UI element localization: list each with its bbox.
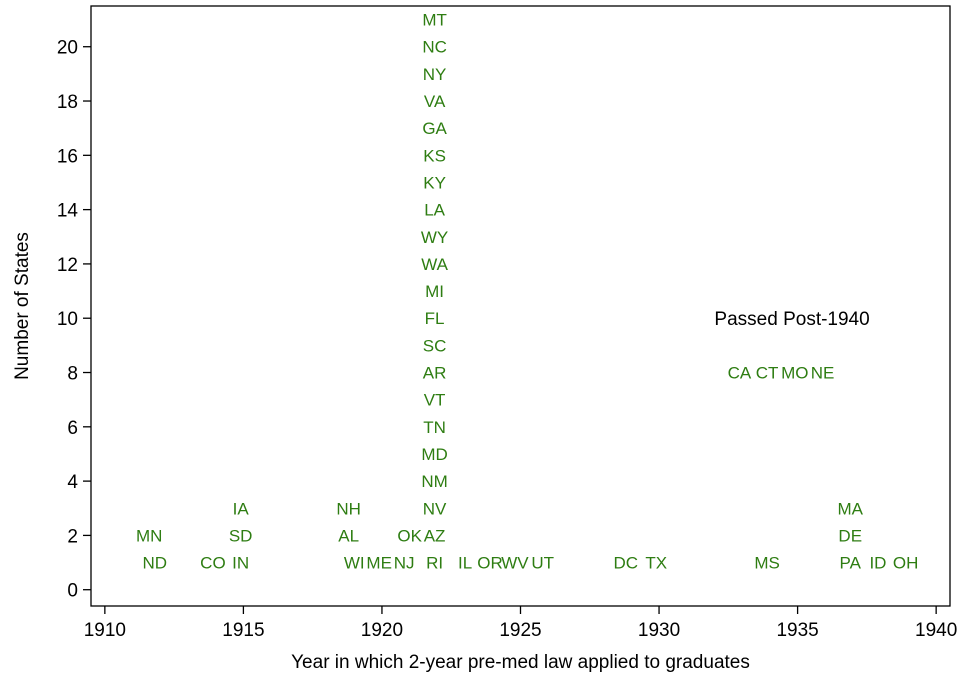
state-label-ca: CA (728, 364, 752, 383)
state-label-wv: WV (501, 554, 529, 573)
state-label-nd: ND (142, 554, 167, 573)
x-axis-title: Year in which 2-year pre-med law applied… (291, 652, 750, 673)
state-label-mo: MO (781, 364, 808, 383)
x-tick-label: 1910 (84, 620, 126, 641)
y-tick-label: 8 (67, 364, 78, 385)
x-tick-label: 1915 (222, 620, 264, 641)
y-tick-label: 2 (67, 526, 78, 547)
annotation-passed-post-1940: Passed Post-1940 (714, 309, 869, 330)
y-tick-label: 14 (57, 201, 79, 222)
axes: 1910 1915 1920 1925 1930 1935 1940 0 2 4 6 8 10 12 14 1… (57, 38, 957, 641)
state-label-ia: IA (233, 499, 250, 518)
y-tick-label: 16 (57, 146, 78, 167)
state-label-ks: KS (423, 146, 446, 165)
state-label-ct: CT (756, 364, 779, 383)
state-label-nc: NC (422, 38, 447, 57)
state-label-mt: MT (422, 11, 447, 30)
state-label-id: ID (869, 554, 886, 573)
state-label-tx: TX (645, 554, 667, 573)
state-label-ny: NY (423, 65, 447, 84)
state-label-va: VA (424, 92, 446, 111)
state-label-md: MD (421, 445, 447, 464)
state-label-fl: FL (425, 309, 445, 328)
state-label-vt: VT (424, 391, 446, 410)
state-label-wy: WY (421, 228, 448, 247)
y-tick-label: 0 (67, 581, 78, 602)
state-label-mn: MN (136, 526, 162, 545)
state-label-ky: KY (423, 173, 446, 192)
state-label-ut: UT (531, 554, 554, 573)
x-tick-label: 1935 (776, 620, 818, 641)
state-label-ga: GA (422, 119, 447, 138)
y-axis-title: Number of States (12, 232, 33, 380)
state-label-az: AZ (424, 526, 446, 545)
state-label-ms: MS (754, 554, 780, 573)
state-label-la: LA (424, 201, 445, 220)
y-tick-label: 20 (57, 38, 78, 59)
state-label-oh: OH (893, 554, 919, 573)
x-tick-label: 1930 (638, 620, 680, 641)
y-tick-label: 12 (57, 255, 78, 276)
state-label-tn: TN (423, 418, 446, 437)
state-label-ri: RI (426, 554, 443, 573)
state-label-ar: AR (423, 364, 447, 383)
y-tick-label: 10 (57, 309, 78, 330)
state-label-co: CO (200, 554, 226, 573)
state-label-in: IN (232, 554, 249, 573)
state-label-wa: WA (421, 255, 448, 274)
state-label-sd: SD (229, 526, 253, 545)
state-label-al: AL (338, 526, 359, 545)
y-tick-label: 6 (67, 418, 78, 439)
state-label-de: DE (838, 526, 862, 545)
state-label-dc: DC (614, 554, 639, 573)
state-label-sc: SC (423, 336, 447, 355)
x-tick-label: 1925 (499, 620, 541, 641)
state-label-pa: PA (840, 554, 862, 573)
y-tick-label: 4 (67, 472, 78, 493)
state-label-me: ME (366, 554, 392, 573)
state-label-mi: MI (425, 282, 444, 301)
x-tick-label: 1940 (915, 620, 957, 641)
y-tick-label: 18 (57, 92, 78, 113)
state-label-nm: NM (421, 472, 447, 491)
state-label-ne: NE (811, 364, 835, 383)
state-label-or: OR (477, 554, 503, 573)
x-tick-label: 1920 (361, 620, 403, 641)
state-label-nv: NV (423, 499, 447, 518)
state-label-nh: NH (336, 499, 361, 518)
state-label-il: IL (458, 554, 472, 573)
state-label-ok: OK (397, 526, 422, 545)
state-label-ma: MA (837, 499, 863, 518)
state-label-nj: NJ (394, 554, 415, 573)
state-label-wi: WI (344, 554, 365, 573)
